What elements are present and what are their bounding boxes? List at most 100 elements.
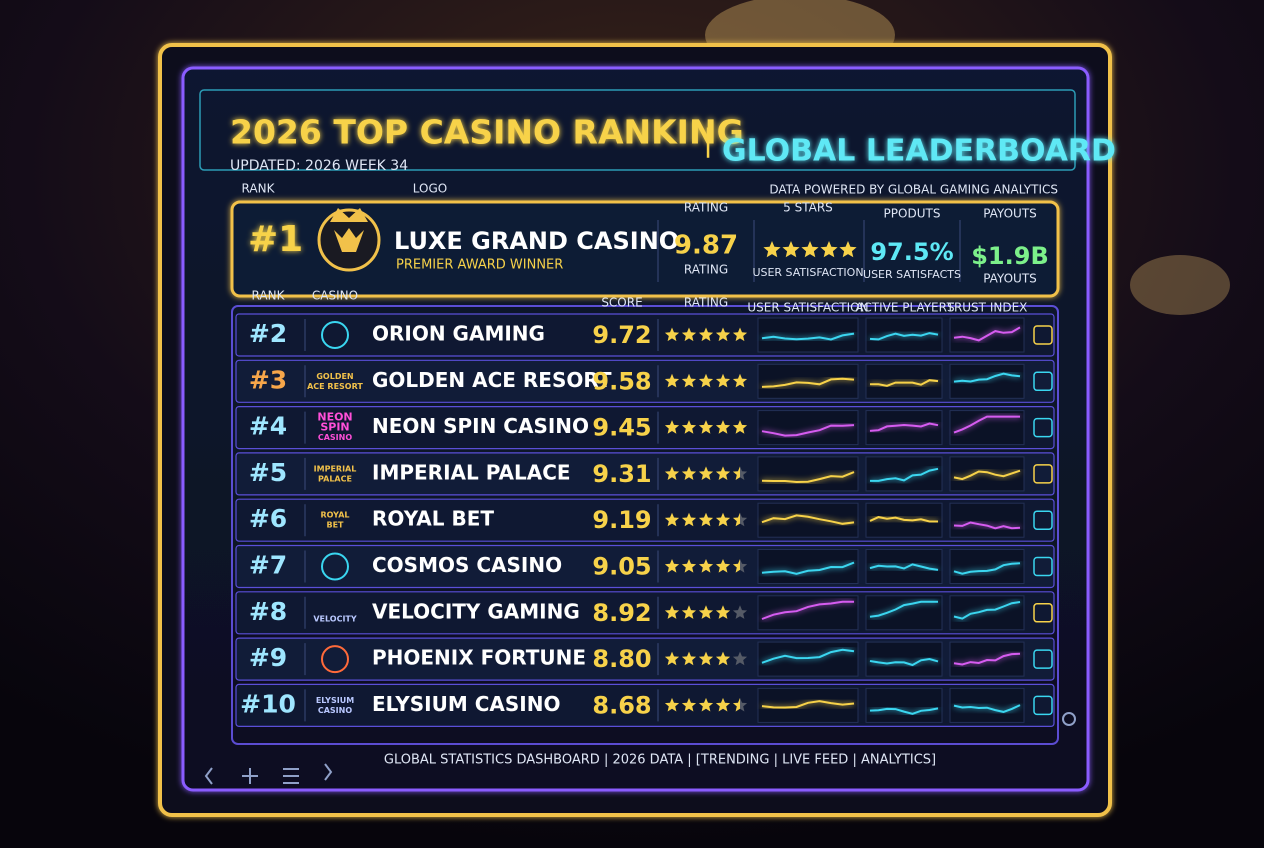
- chandelier: [1130, 255, 1230, 315]
- sparkline-cell: [865, 456, 943, 492]
- casino-name: VELOCITY GAMING: [372, 599, 580, 623]
- logo-text: CASINO: [318, 433, 352, 442]
- nav-forward[interactable]: [324, 763, 333, 781]
- trust-icon: [1033, 556, 1053, 577]
- logo-text: ELYSIUM: [316, 696, 354, 705]
- score: 9.05: [592, 553, 651, 581]
- score: 9.31: [592, 460, 651, 488]
- star: [732, 327, 748, 342]
- star: [664, 420, 680, 434]
- satisfaction-label: USER SATISFACTS: [863, 268, 961, 281]
- casino-name: NEON SPIN CASINO: [372, 414, 589, 438]
- star: [732, 605, 748, 619]
- star: [681, 697, 697, 712]
- logo-text: IMPERIAL: [314, 464, 357, 473]
- star: [715, 697, 731, 712]
- casino-name: ELYSIUM CASINO: [372, 692, 560, 716]
- sparkline: [953, 326, 1021, 342]
- star: [664, 697, 680, 712]
- logo-text: VELOCITY: [313, 614, 357, 623]
- score: 8.68: [592, 691, 651, 719]
- rank: #7: [249, 551, 287, 580]
- title: 2026 TOP CASINO RANKING: [230, 113, 744, 152]
- star: [715, 466, 731, 480]
- star: [664, 559, 680, 573]
- sparkline: [869, 379, 939, 387]
- sparkline: [761, 424, 855, 437]
- payouts-label: PAYOUTS: [983, 272, 1037, 286]
- sparkline: [869, 422, 939, 432]
- star: [820, 241, 838, 258]
- trust-icon: [1033, 649, 1053, 669]
- logo-text: PALACE: [318, 474, 352, 483]
- casino-name: PHOENIX FORTUNE: [372, 646, 586, 670]
- rank: #1: [248, 219, 303, 260]
- star: [839, 241, 857, 258]
- nav-back[interactable]: [204, 767, 213, 785]
- score: 9.45: [592, 414, 651, 442]
- sparkline: [869, 516, 938, 523]
- sparkline-cell: [757, 502, 859, 538]
- crown-emblem: [334, 228, 364, 252]
- casino-name: GOLDEN ACE RESORT: [372, 368, 612, 392]
- star: [681, 559, 697, 573]
- star: [732, 697, 748, 712]
- column-label: RATING: [684, 201, 728, 215]
- score: 9.58: [592, 367, 651, 395]
- sparkline: [953, 372, 1021, 383]
- column-header: RANK: [252, 289, 286, 303]
- star: [715, 559, 731, 573]
- nav-add[interactable]: [242, 768, 258, 784]
- sparkline: [953, 704, 1021, 713]
- logo-icon: [321, 321, 349, 349]
- star: [732, 373, 748, 388]
- sparkline-cell: [757, 456, 859, 492]
- column-header: USER SATISFACTION: [747, 301, 868, 315]
- star: [698, 559, 714, 573]
- casino-name: IMPERIAL PALACE: [372, 460, 571, 484]
- sparkline: [953, 562, 1021, 575]
- casino-name: LUXE GRAND CASINO: [394, 227, 679, 255]
- logo-text: NEON: [317, 411, 352, 424]
- trust-icon: [1033, 464, 1053, 484]
- sparkline-cell: [865, 687, 943, 723]
- score: 8.80: [592, 645, 651, 673]
- top-card: [230, 200, 1060, 298]
- star: [664, 651, 680, 666]
- sparkline: [761, 377, 855, 388]
- sparkline: [953, 601, 1021, 620]
- logo-icon: [321, 552, 349, 581]
- nav-menu[interactable]: [283, 768, 299, 784]
- rank: #2: [249, 319, 287, 348]
- star: [664, 373, 680, 388]
- satisfaction: 97.5%: [870, 238, 953, 266]
- star: [715, 420, 731, 434]
- rank: #6: [249, 504, 287, 533]
- column-label: PPODUTS: [884, 207, 941, 221]
- star: [664, 605, 680, 619]
- star: [698, 327, 714, 342]
- trust-icon: [1033, 417, 1053, 438]
- updated: UPDATED: 2026 WEEK 34: [230, 158, 408, 174]
- sparkline-cell: [757, 410, 859, 446]
- header-frame: [199, 89, 1076, 171]
- sparkline: [761, 561, 855, 575]
- sparkline: [953, 521, 1021, 530]
- star: [681, 373, 697, 388]
- settings-icon[interactable]: [1062, 712, 1076, 726]
- star: [732, 559, 748, 573]
- star: [681, 466, 697, 480]
- rank: #4: [249, 412, 287, 441]
- casino-name: COSMOS CASINO: [372, 553, 562, 577]
- sparkline: [761, 700, 855, 709]
- column-label: LOGO: [413, 182, 447, 196]
- sparkline: [953, 415, 1020, 434]
- trust-icon: [1033, 603, 1053, 623]
- logo-text: SPIN: [320, 421, 349, 434]
- logo-text: GOLDEN: [316, 372, 353, 381]
- casino-name: ROYAL BET: [372, 507, 494, 531]
- logo-text: ROYAL: [321, 511, 350, 520]
- award: PREMIER AWARD WINNER: [396, 258, 563, 273]
- star: [698, 373, 714, 388]
- sparkline: [761, 332, 855, 341]
